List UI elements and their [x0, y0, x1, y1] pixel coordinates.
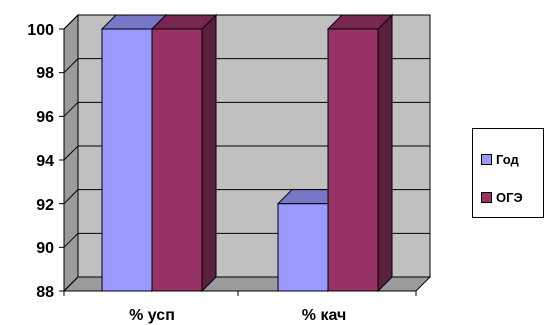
category-label-0: % усп [129, 307, 175, 324]
category-label-1: % кач [302, 307, 346, 324]
bar [150, 13, 218, 293]
y-tick-label-2: 92 [36, 197, 54, 214]
legend-item-god: Год [481, 151, 519, 167]
y-tick-label-4: 96 [36, 109, 54, 126]
y-tick-label-5: 98 [36, 65, 54, 82]
bar-top [326, 14, 394, 30]
y-tick-label-6: 100 [27, 22, 54, 39]
y-tick-label-1: 90 [36, 240, 54, 257]
bar-side [201, 13, 217, 293]
gridline [63, 58, 430, 74]
legend-label-god: Год [496, 151, 519, 167]
legend-swatch-god [481, 153, 492, 165]
legend-item-oge: ОГЭ [481, 189, 523, 205]
y-tick-label-3: 94 [36, 153, 54, 170]
bar-front [101, 28, 153, 292]
bar-chart: % усп % кач 88 90 92 94 96 98 100 [27, 13, 432, 324]
bar-front [277, 203, 329, 292]
gridline [63, 145, 430, 161]
bar-top [150, 14, 218, 30]
bar-side [377, 13, 393, 293]
legend-label-oge: ОГЭ [496, 189, 523, 205]
gridline [63, 14, 430, 30]
bar-front [327, 28, 379, 292]
bar-front [151, 28, 203, 292]
gridline [63, 101, 430, 117]
y-tick-label-0: 88 [36, 284, 54, 301]
bar [326, 13, 394, 293]
legend-swatch-oge [481, 191, 492, 203]
legend: Год ОГЭ [472, 128, 544, 218]
